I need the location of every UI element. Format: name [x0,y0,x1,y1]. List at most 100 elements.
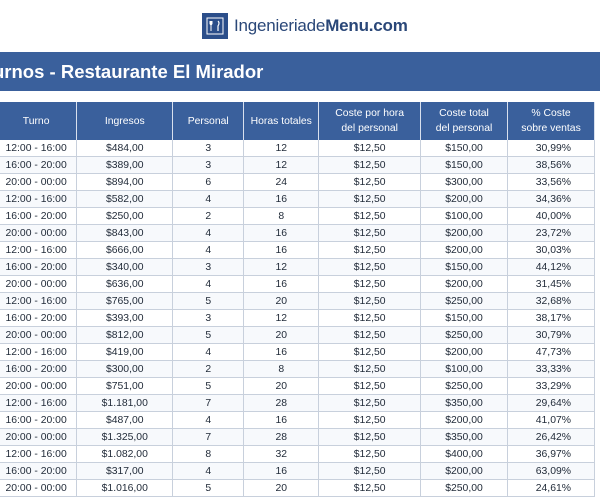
table-cell-coste-total[interactable]: $200,00 [419,462,509,480]
table-cell-coste-total[interactable]: $350,00 [419,428,509,446]
table-cell-coste-por-hora[interactable]: $12,50 [318,445,421,463]
table-cell-coste-por-hora[interactable]: $12,50 [318,462,421,480]
table-cell-coste-total[interactable]: $250,00 [419,479,509,497]
table-cell-coste-total[interactable]: $150,00 [419,156,509,174]
table-cell-ingresos[interactable]: $300,00 [76,360,174,378]
table-cell-personal[interactable]: 7 [172,394,245,412]
table-cell-horas-totales[interactable]: 16 [243,190,320,208]
table-cell-ingresos[interactable]: $765,00 [76,292,174,310]
table-cell-personal[interactable]: 4 [172,462,245,480]
table-cell-porcentaje-coste[interactable]: 24,61% [507,479,595,497]
table-cell-porcentaje-coste[interactable]: 32,68% [507,292,595,310]
table-cell-porcentaje-coste[interactable]: 36,97% [507,445,595,463]
table-cell-personal[interactable]: 3 [172,140,245,157]
table-cell-turno[interactable]: 12:00 - 16:00 [0,292,78,310]
column-header-ingresos[interactable]: Ingresos [76,102,174,140]
table-cell-turno[interactable]: 16:00 - 20:00 [0,411,78,429]
table-cell-coste-por-hora[interactable]: $12,50 [318,241,421,259]
table-cell-personal[interactable]: 3 [172,258,245,276]
table-cell-ingresos[interactable]: $393,00 [76,309,174,327]
table-cell-coste-por-hora[interactable]: $12,50 [318,394,421,412]
table-cell-turno[interactable]: 20:00 - 00:00 [0,326,78,344]
column-header-coste-total[interactable]: Coste total del personal [419,102,509,140]
table-cell-porcentaje-coste[interactable]: 33,56% [507,173,595,191]
table-cell-horas-totales[interactable]: 20 [243,479,320,497]
table-cell-ingresos[interactable]: $487,00 [76,411,174,429]
table-cell-personal[interactable]: 7 [172,428,245,446]
table-cell-coste-por-hora[interactable]: $12,50 [318,207,421,225]
column-header-turno[interactable]: Turno [0,102,78,140]
table-cell-personal[interactable]: 3 [172,156,245,174]
table-cell-porcentaje-coste[interactable]: 34,36% [507,190,595,208]
table-cell-personal[interactable]: 5 [172,377,245,395]
table-cell-personal[interactable]: 4 [172,343,245,361]
table-cell-horas-totales[interactable]: 12 [243,258,320,276]
table-cell-personal[interactable]: 4 [172,224,245,242]
table-cell-ingresos[interactable]: $1.016,00 [76,479,174,497]
table-cell-coste-total[interactable]: $350,00 [419,394,509,412]
table-cell-porcentaje-coste[interactable]: 23,72% [507,224,595,242]
table-cell-ingresos[interactable]: $582,00 [76,190,174,208]
column-header-coste-por-hora[interactable]: Coste por hora del personal [318,102,421,140]
table-cell-turno[interactable]: 16:00 - 20:00 [0,360,78,378]
table-cell-turno[interactable]: 12:00 - 16:00 [0,445,78,463]
table-cell-coste-por-hora[interactable]: $12,50 [318,360,421,378]
table-cell-turno[interactable]: 16:00 - 20:00 [0,258,78,276]
table-cell-horas-totales[interactable]: 8 [243,360,320,378]
table-cell-turno[interactable]: 20:00 - 00:00 [0,275,78,293]
table-cell-turno[interactable]: 16:00 - 20:00 [0,156,78,174]
table-cell-coste-total[interactable]: $150,00 [419,309,509,327]
table-cell-turno[interactable]: 16:00 - 20:00 [0,462,78,480]
table-cell-horas-totales[interactable]: 16 [243,241,320,259]
table-cell-coste-por-hora[interactable]: $12,50 [318,140,421,157]
table-cell-porcentaje-coste[interactable]: 31,45% [507,275,595,293]
table-cell-coste-total[interactable]: $200,00 [419,411,509,429]
table-cell-coste-por-hora[interactable]: $12,50 [318,190,421,208]
table-cell-personal[interactable]: 4 [172,241,245,259]
table-cell-personal[interactable]: 4 [172,190,245,208]
column-header-personal[interactable]: Personal [172,102,245,140]
table-cell-porcentaje-coste[interactable]: 30,99% [507,140,595,157]
table-cell-porcentaje-coste[interactable]: 47,73% [507,343,595,361]
table-cell-coste-por-hora[interactable]: $12,50 [318,428,421,446]
table-cell-coste-por-hora[interactable]: $12,50 [318,258,421,276]
column-header-porcentaje-coste[interactable]: % Coste sobre ventas [507,102,595,140]
table-cell-coste-por-hora[interactable]: $12,50 [318,411,421,429]
table-cell-turno[interactable]: 20:00 - 00:00 [0,224,78,242]
table-cell-coste-por-hora[interactable]: $12,50 [318,156,421,174]
table-cell-horas-totales[interactable]: 16 [243,411,320,429]
table-cell-ingresos[interactable]: $484,00 [76,140,174,157]
table-cell-horas-totales[interactable]: 32 [243,445,320,463]
table-cell-coste-total[interactable]: $100,00 [419,360,509,378]
table-cell-coste-total[interactable]: $200,00 [419,190,509,208]
table-cell-porcentaje-coste[interactable]: 30,03% [507,241,595,259]
table-cell-turno[interactable]: 12:00 - 16:00 [0,343,78,361]
table-cell-ingresos[interactable]: $1.082,00 [76,445,174,463]
table-cell-coste-total[interactable]: $300,00 [419,173,509,191]
table-cell-coste-por-hora[interactable]: $12,50 [318,309,421,327]
table-cell-ingresos[interactable]: $751,00 [76,377,174,395]
table-cell-ingresos[interactable]: $250,00 [76,207,174,225]
table-cell-ingresos[interactable]: $389,00 [76,156,174,174]
table-cell-horas-totales[interactable]: 20 [243,326,320,344]
table-cell-horas-totales[interactable]: 12 [243,309,320,327]
table-cell-ingresos[interactable]: $894,00 [76,173,174,191]
table-cell-personal[interactable]: 2 [172,360,245,378]
table-cell-ingresos[interactable]: $636,00 [76,275,174,293]
column-header-horas-totales[interactable]: Horas totales [243,102,320,140]
table-cell-turno[interactable]: 16:00 - 20:00 [0,207,78,225]
table-cell-personal[interactable]: 3 [172,309,245,327]
table-cell-coste-total[interactable]: $150,00 [419,258,509,276]
table-cell-coste-por-hora[interactable]: $12,50 [318,173,421,191]
table-cell-porcentaje-coste[interactable]: 40,00% [507,207,595,225]
table-cell-porcentaje-coste[interactable]: 29,64% [507,394,595,412]
table-cell-ingresos[interactable]: $317,00 [76,462,174,480]
table-cell-horas-totales[interactable]: 28 [243,428,320,446]
table-cell-ingresos[interactable]: $812,00 [76,326,174,344]
table-cell-coste-por-hora[interactable]: $12,50 [318,343,421,361]
table-cell-coste-total[interactable]: $400,00 [419,445,509,463]
table-cell-porcentaje-coste[interactable]: 26,42% [507,428,595,446]
table-cell-porcentaje-coste[interactable]: 30,79% [507,326,595,344]
table-cell-coste-total[interactable]: $200,00 [419,343,509,361]
table-cell-horas-totales[interactable]: 20 [243,292,320,310]
